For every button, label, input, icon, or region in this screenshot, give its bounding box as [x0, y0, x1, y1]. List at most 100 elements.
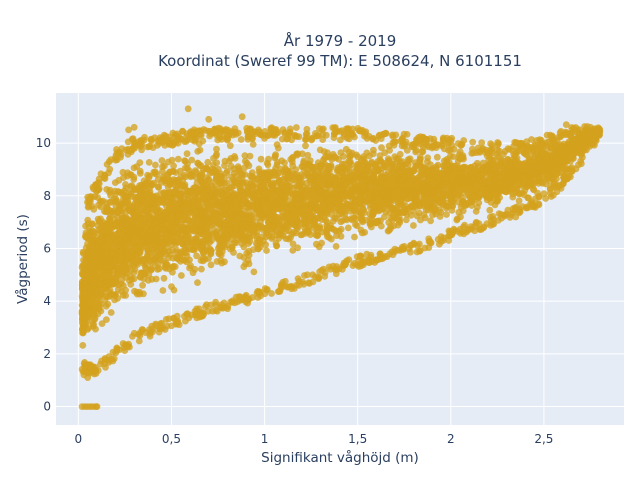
data-point: [132, 258, 140, 265]
data-point: [448, 207, 456, 214]
data-point: [478, 178, 486, 186]
data-point: [300, 213, 308, 221]
data-point: [369, 150, 377, 158]
data-point: [218, 203, 225, 211]
data-point: [487, 198, 495, 206]
data-point: [376, 207, 384, 214]
data-point: [337, 225, 345, 233]
data-point: [239, 171, 246, 179]
data-point: [449, 153, 457, 161]
data-point: [79, 342, 87, 349]
data-point: [133, 202, 141, 210]
data-point: [118, 231, 126, 239]
data-point: [178, 217, 186, 224]
data-point: [439, 183, 446, 191]
data-point: [298, 179, 306, 186]
data-point: [377, 169, 385, 177]
data-point: [112, 202, 120, 210]
data-point: [234, 163, 242, 171]
data-point: [224, 179, 231, 187]
data-point: [150, 241, 158, 249]
data-point: [124, 265, 131, 273]
data-point: [380, 200, 388, 208]
data-point: [334, 191, 342, 199]
data-point: [95, 201, 102, 209]
data-point: [443, 211, 450, 218]
data-point: [158, 178, 166, 186]
data-point: [387, 222, 395, 230]
data-point: [240, 215, 247, 223]
data-point: [396, 216, 404, 224]
data-point: [421, 183, 428, 191]
data-point: [344, 189, 352, 197]
data-point: [377, 222, 385, 230]
data-point: [410, 167, 418, 175]
data-point: [332, 243, 340, 250]
data-point: [427, 199, 435, 206]
data-point: [83, 255, 90, 263]
data-point: [298, 171, 305, 179]
data-point: [242, 260, 250, 268]
data-point: [170, 162, 178, 170]
data-point: [138, 205, 146, 213]
data-point: [199, 254, 207, 262]
data-point: [144, 205, 152, 213]
data-point: [216, 198, 224, 206]
data-point: [158, 157, 166, 164]
data-point: [181, 171, 188, 179]
data-point: [395, 167, 403, 174]
data-point: [413, 212, 421, 220]
data-point: [391, 153, 399, 161]
data-point: [421, 214, 429, 222]
data-point: [213, 145, 220, 153]
data-point: [268, 210, 275, 218]
data-point: [226, 245, 234, 253]
data-point: [294, 244, 301, 252]
data-point: [351, 233, 358, 241]
data-point: [198, 177, 206, 184]
data-point: [416, 156, 424, 164]
data-point: [260, 209, 267, 217]
data-point: [214, 233, 221, 240]
data-point: [393, 188, 401, 196]
data-point: [316, 225, 324, 232]
data-point: [161, 248, 169, 256]
data-point: [325, 167, 333, 175]
data-point: [187, 173, 195, 181]
data-point: [207, 250, 215, 258]
data-point: [131, 234, 139, 242]
data-point: [195, 243, 202, 250]
data-point: [227, 188, 235, 196]
data-point: [256, 186, 264, 194]
data-point: [324, 233, 331, 241]
data-point: [111, 187, 119, 195]
data-point: [231, 155, 239, 162]
chart-title-line2: Koordinat (Sweref 99 TM): E 508624, N 61…: [158, 52, 522, 70]
data-point: [402, 216, 410, 224]
data-point: [471, 168, 478, 175]
data-point: [88, 233, 96, 241]
data-point: [276, 226, 284, 234]
data-point: [358, 214, 365, 221]
data-point: [83, 262, 91, 270]
data-point: [188, 156, 196, 164]
data-point: [479, 159, 487, 167]
data-point: [185, 235, 193, 243]
data-point: [90, 205, 98, 213]
data-point: [196, 146, 204, 154]
data-point: [311, 171, 319, 179]
data-point: [271, 152, 279, 160]
data-point: [340, 175, 347, 183]
data-point: [553, 162, 561, 170]
data-point: [189, 269, 197, 277]
data-point: [432, 204, 439, 212]
data-point: [241, 152, 249, 160]
data-point: [348, 149, 356, 157]
data-point: [111, 296, 118, 304]
data-point: [265, 155, 272, 163]
data-point: [418, 172, 426, 180]
data-point: [203, 216, 210, 224]
data-point: [223, 205, 231, 212]
data-point: [382, 163, 390, 171]
